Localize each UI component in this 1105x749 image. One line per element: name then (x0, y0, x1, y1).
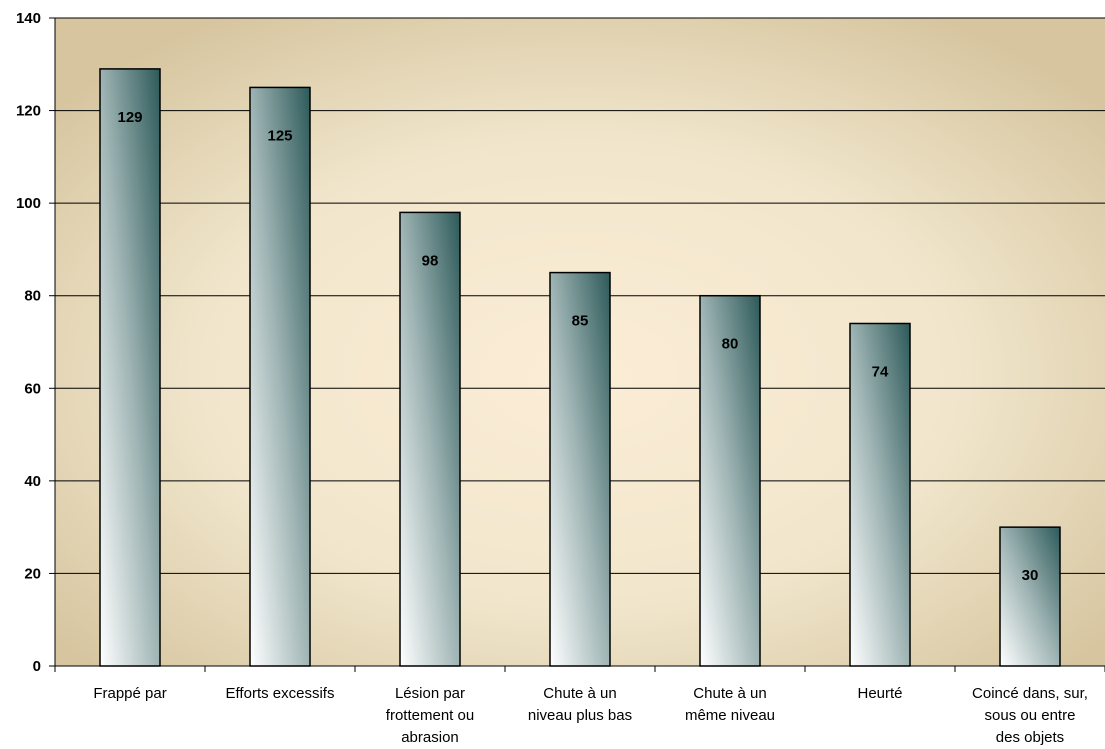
data-label: 98 (422, 252, 439, 269)
bar (549, 271, 611, 667)
y-tick-label: 40 (24, 473, 41, 490)
axes (54, 18, 1105, 672)
bar (699, 294, 761, 667)
data-label: 74 (872, 363, 889, 380)
x-category-label: niveau plus bas (528, 707, 632, 724)
y-tick-label: 0 (33, 658, 41, 675)
data-label: 30 (1022, 567, 1039, 584)
x-category-label: même niveau (685, 707, 775, 724)
x-category-label: sous ou entre (985, 707, 1076, 724)
y-tick-label: 140 (16, 10, 41, 27)
bar (999, 526, 1061, 667)
y-tick-label: 100 (16, 195, 41, 212)
data-label: 125 (267, 127, 292, 144)
y-tick-label: 120 (16, 103, 41, 120)
x-category-label: Chute à un (693, 685, 766, 702)
y-tick-label: 60 (24, 380, 41, 397)
x-category-label: abrasion (401, 729, 459, 746)
bar (399, 211, 461, 667)
x-category-label: Chute à un (543, 685, 616, 702)
y-tick-label: 80 (24, 288, 41, 305)
data-label: 129 (117, 109, 142, 126)
data-label: 85 (572, 313, 589, 330)
x-category-label: des objets (996, 729, 1064, 746)
x-category-label: Efforts excessifs (226, 685, 335, 702)
y-axis-ticks: 0 20 40 60 80 100 120 140 (16, 10, 55, 675)
x-category-label: Coincé dans, sur, (972, 685, 1088, 702)
y-tick-label: 20 (24, 565, 41, 582)
data-label: 80 (722, 336, 739, 353)
x-axis-labels: Frappé par Efforts excessifs Lésion par fro… (93, 685, 1088, 746)
bars: 129 125 98 85 80 74 30 (99, 68, 1061, 667)
x-category-label: Lésion par (395, 685, 465, 702)
bar (849, 322, 911, 667)
bar (99, 68, 161, 667)
x-category-label: Heurté (857, 685, 902, 702)
x-category-label: frottement ou (386, 707, 474, 724)
x-category-label: Frappé par (93, 685, 166, 702)
bar (249, 86, 311, 667)
